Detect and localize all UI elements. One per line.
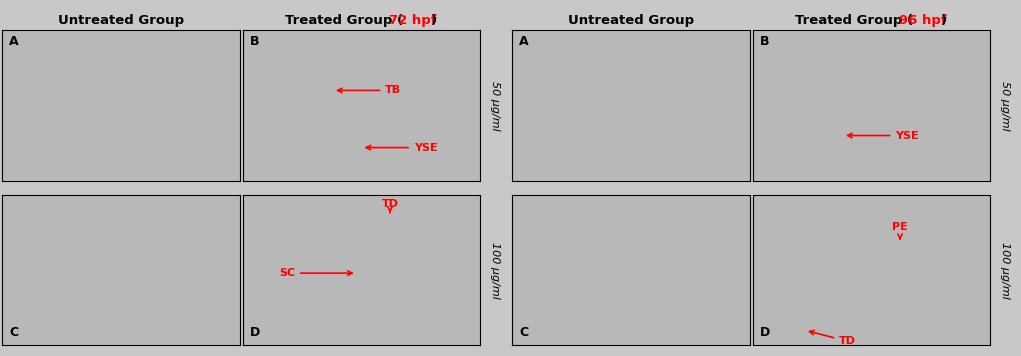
Text: 100 μg/ml: 100 μg/ml [1000, 242, 1010, 299]
Text: YSE: YSE [367, 143, 437, 153]
Text: 50 μg/ml: 50 μg/ml [490, 80, 499, 130]
Text: A: A [9, 35, 18, 48]
Text: 50 μg/ml: 50 μg/ml [1000, 80, 1010, 130]
Text: Untreated Group: Untreated Group [568, 14, 694, 27]
Text: B: B [250, 35, 259, 48]
Text: SC: SC [279, 268, 352, 278]
Text: ): ) [431, 14, 437, 27]
Text: Treated Group (: Treated Group ( [795, 14, 914, 27]
Text: TB: TB [338, 85, 401, 95]
Text: 72 hpf: 72 hpf [389, 14, 437, 27]
Text: D: D [760, 326, 770, 339]
Text: TD: TD [382, 199, 398, 212]
Text: Treated Group (: Treated Group ( [285, 14, 403, 27]
Text: YSE: YSE [847, 131, 919, 141]
Text: Treated Group (96 hpf): Treated Group (96 hpf) [785, 14, 958, 27]
Text: 96 hpf: 96 hpf [900, 14, 947, 27]
Text: Untreated Group: Untreated Group [58, 14, 184, 27]
Text: PE: PE [892, 222, 908, 239]
Text: B: B [760, 35, 770, 48]
Text: D: D [250, 326, 260, 339]
Text: 100 μg/ml: 100 μg/ml [490, 242, 499, 299]
Text: A: A [519, 35, 529, 48]
Text: C: C [519, 326, 528, 339]
Text: Treated Group (72 hpf): Treated Group (72 hpf) [276, 14, 447, 27]
Text: TD: TD [810, 330, 857, 346]
Text: ): ) [941, 14, 947, 27]
Text: C: C [9, 326, 18, 339]
